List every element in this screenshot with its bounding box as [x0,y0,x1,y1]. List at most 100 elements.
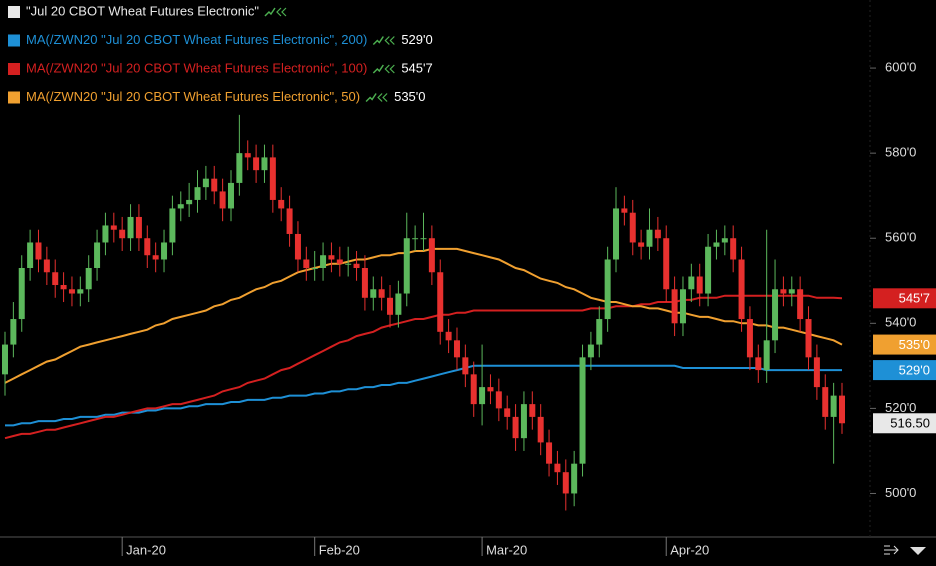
candle-body [629,212,636,243]
candle-body [646,229,653,247]
candle-body [370,289,377,298]
legend-entry: "Jul 20 CBOT Wheat Futures Electronic" [8,3,287,18]
candle-body [186,199,193,205]
legend-icon [384,64,395,74]
legend-entry: MA(/ZWN20 "Jul 20 CBOT Wheat Futures Ele… [8,32,433,47]
candle-body [839,395,845,424]
ma-price-tag: 529'0 [899,363,930,378]
candle-body [110,225,117,230]
candle-body [227,182,234,209]
y-tick-label: 540'0 [885,315,916,330]
candle-body [328,255,335,260]
candle-body [671,289,678,324]
candle-body [345,263,352,265]
candle-body [286,208,293,234]
candle-body [763,340,770,371]
legend-value: 535'0 [394,89,425,104]
candle-body [261,157,268,171]
candle-body [705,246,712,294]
candle-body [638,242,645,247]
candle-body [562,472,569,494]
legend-swatch [8,6,20,18]
candle-body [755,357,762,371]
last-price-tag: 516.50 [890,416,930,431]
candle-body [470,374,477,405]
candle-body [537,416,544,443]
legend-icon [365,93,377,103]
candle-body [587,344,594,358]
candle-body [18,268,25,320]
ma-price-tag-bg [873,288,936,309]
candle-body [613,208,620,260]
legend-icon [264,7,276,17]
candle-body [219,191,226,209]
bottom-icon[interactable] [884,545,926,555]
candle-body [202,178,209,188]
candle-body [2,344,8,375]
ma-price-tag: 535'0 [899,337,930,352]
last-price-tag-bg [873,413,936,434]
candle-body [102,225,109,243]
candle-body [311,268,318,269]
scroll-icon[interactable] [884,545,899,555]
y-tick-label: 600'0 [885,60,916,75]
candle-body [244,153,251,158]
legend-label: MA(/ZWN20 "Jul 20 CBOT Wheat Futures Ele… [26,89,360,104]
moving-average-line [4,247,843,384]
legend-swatch [8,34,20,47]
candle-body [10,319,17,345]
candle-body [730,238,737,260]
candle-body [520,404,527,439]
candle-body [596,319,603,345]
candle-body [361,268,368,298]
candle-body [462,357,469,375]
x-tick-label: Apr-20 [670,542,709,557]
candle-body [278,199,285,209]
candle-body [788,289,795,294]
candle-body [211,178,218,192]
legend-icon [384,36,395,45]
ma-price-tag: 545'7 [899,291,930,306]
candle-body [571,463,578,494]
candle-body [579,357,586,464]
y-tick-label: 500'0 [885,485,916,500]
candle-body [403,238,410,294]
candle-body [119,229,126,239]
candle-body [746,319,753,358]
menu-icon[interactable] [910,547,926,555]
candle-body [654,229,661,239]
candle-body [512,416,519,439]
legend-entry: MA(/ZWN20 "Jul 20 CBOT Wheat Futures Ele… [8,89,426,104]
candle-body [161,242,168,260]
candle-body [437,272,444,332]
legend-label: MA(/ZWN20 "Jul 20 CBOT Wheat Futures Ele… [26,32,367,47]
x-tick-label: Jan-20 [126,542,166,557]
legend-label: MA(/ZWN20 "Jul 20 CBOT Wheat Futures Ele… [26,60,367,75]
candle-body [604,259,611,320]
candle-body [495,391,502,409]
candle-body [378,289,385,298]
candle-body [805,319,812,358]
candle-body [554,463,561,473]
candle-body [144,238,151,256]
candle-body [420,238,427,240]
y-tick-label: 580'0 [885,145,916,160]
legend-icon [372,64,384,74]
candle-body [94,242,101,268]
candle-body [487,387,494,392]
candle-body [546,442,553,464]
candle-body [822,387,829,417]
candle-body [194,187,201,200]
x-tick-label: Mar-20 [486,542,527,557]
candle-body [177,204,184,209]
candle-body [830,395,837,417]
candle-body [43,259,50,273]
candle-body [428,238,435,273]
candle-body [813,357,820,388]
candle-body [253,157,260,171]
candle-body [27,242,34,268]
legend-swatch [8,63,20,75]
candle-body [60,285,67,290]
